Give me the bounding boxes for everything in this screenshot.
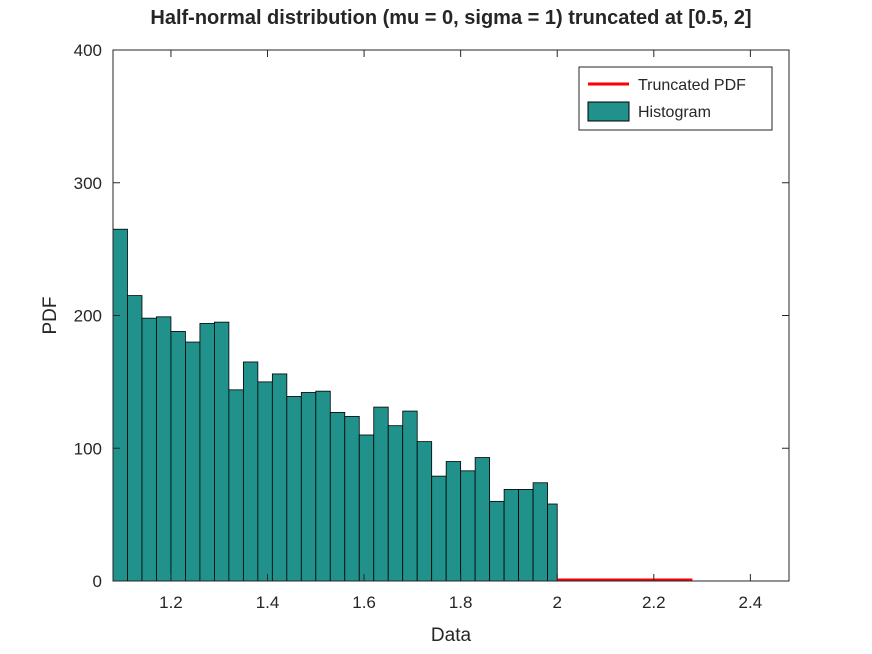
y-axis: 0 100 200 300 400 xyxy=(74,41,789,591)
x-tick-label: 2.2 xyxy=(642,593,666,612)
histogram-bar xyxy=(431,475,447,582)
histogram-bar xyxy=(532,482,548,582)
histogram-bar xyxy=(547,503,558,582)
histogram-bar xyxy=(358,434,375,582)
histogram-bar xyxy=(228,389,244,582)
histogram-bar xyxy=(402,410,418,582)
legend: Truncated PDF Histogram xyxy=(578,66,773,131)
histogram-bar xyxy=(170,331,186,582)
y-tick-label: 100 xyxy=(74,439,102,458)
histogram-bar xyxy=(315,390,331,582)
y-axis-label: PDF xyxy=(40,297,61,335)
histogram-bars xyxy=(112,228,558,582)
legend-histogram-swatch xyxy=(587,101,630,122)
y-tick-label: 200 xyxy=(74,307,102,326)
histogram-bar xyxy=(141,317,157,582)
histogram-bar xyxy=(489,500,505,582)
histogram-bar xyxy=(199,323,215,582)
x-axis-label: Data xyxy=(431,625,472,646)
y-tick-label: 400 xyxy=(74,41,102,60)
x-tick-label: 1.6 xyxy=(352,593,376,612)
histogram-bar xyxy=(300,392,317,582)
histogram-bar xyxy=(387,425,404,582)
legend-histogram-label: Histogram xyxy=(638,104,711,121)
histogram-bar xyxy=(112,228,128,582)
y-tick-label: 300 xyxy=(74,174,102,193)
histogram-bar xyxy=(271,373,288,582)
legend-pdf-label: Truncated PDF xyxy=(638,77,746,94)
histogram-bar xyxy=(329,412,346,582)
histogram-bar xyxy=(127,295,143,582)
histogram-bar xyxy=(213,321,230,582)
histogram-bar xyxy=(503,489,520,582)
histogram-bar xyxy=(373,406,389,582)
x-tick-label: 1.2 xyxy=(159,593,183,612)
x-tick-label: 2 xyxy=(552,593,561,612)
histogram-bar xyxy=(474,457,491,582)
x-tick-label: 2.4 xyxy=(739,593,763,612)
histogram-bar xyxy=(344,415,360,582)
histogram-bar xyxy=(286,396,302,582)
y-tick-label: 0 xyxy=(93,572,102,591)
histogram-bar xyxy=(460,470,476,582)
histogram-bar xyxy=(445,461,462,582)
histogram-bar xyxy=(518,489,534,582)
histogram-bar xyxy=(257,381,273,582)
x-axis: 1.2 1.4 1.6 1.8 2 2.2 2.4 xyxy=(159,50,762,612)
chart-title: Half-normal distribution (mu = 0, sigma … xyxy=(150,7,751,29)
x-tick-label: 1.8 xyxy=(449,593,473,612)
histogram-bar xyxy=(185,341,201,582)
histogram-bar xyxy=(156,316,172,582)
histogram-bar xyxy=(416,441,433,582)
x-tick-label: 1.4 xyxy=(256,593,280,612)
histogram-bar xyxy=(242,361,259,582)
